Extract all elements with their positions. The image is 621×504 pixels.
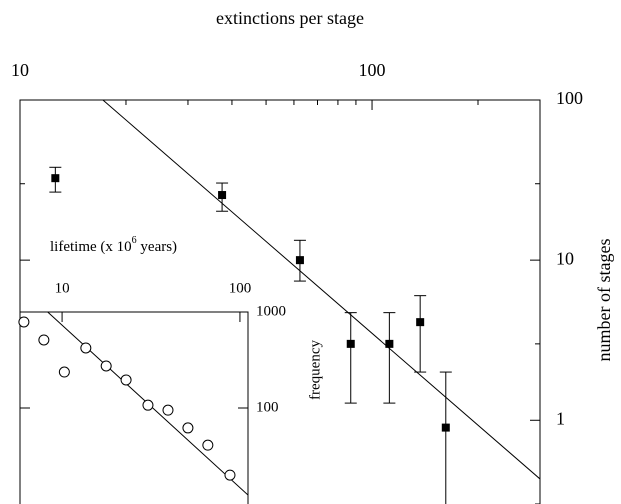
- x-label-part: years): [137, 239, 177, 255]
- inset-y-label: frequency: [307, 340, 323, 400]
- point: [18, 316, 30, 328]
- y-axis-label: number of stages: [594, 239, 614, 362]
- point: [142, 399, 154, 411]
- x-tick-label: 100: [229, 280, 252, 296]
- point: [120, 374, 132, 386]
- chart-title: extinctions per stage: [216, 8, 364, 28]
- point: [162, 404, 174, 416]
- point: [202, 439, 214, 451]
- point: [441, 423, 450, 432]
- main-plot: 10 100 1 10 100: [11, 60, 583, 504]
- y-tick-label: 1: [556, 408, 565, 428]
- point: [295, 256, 304, 265]
- y-tick-label: 10: [556, 248, 574, 268]
- point: [38, 334, 50, 346]
- point: [80, 342, 92, 354]
- x-label-part: lifetime (x 10: [50, 239, 132, 255]
- point: [346, 339, 355, 348]
- point: [385, 339, 394, 348]
- y-tick-label: 100: [256, 399, 279, 415]
- point: [100, 360, 112, 372]
- x-tick-label: 100: [359, 60, 386, 80]
- point: [224, 469, 236, 481]
- point: [51, 174, 60, 183]
- inset-x-label: lifetime (x 106 years): [50, 235, 177, 255]
- point: [58, 366, 70, 378]
- point: [416, 318, 425, 327]
- y-tick-label: 100: [556, 88, 583, 108]
- plot-frame: [19, 99, 541, 504]
- fit-line: [102, 100, 540, 480]
- point: [182, 422, 194, 434]
- x-tick-label: 10: [11, 60, 29, 80]
- x-label-sup: 6: [132, 235, 137, 246]
- point: [218, 191, 227, 200]
- inset-frame: [19, 311, 249, 504]
- x-tick-label: 10: [55, 280, 70, 296]
- y-tick-label: 1000: [256, 303, 286, 319]
